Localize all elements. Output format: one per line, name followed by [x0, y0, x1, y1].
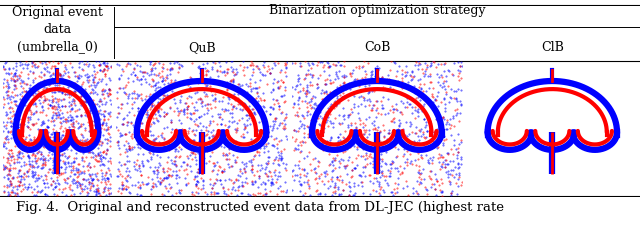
Text: CoB: CoB	[364, 41, 390, 54]
Text: Original event
data
(umbrella_0): Original event data (umbrella_0)	[12, 6, 102, 53]
Text: QuB: QuB	[188, 41, 216, 54]
Text: Binarization optimization strategy: Binarization optimization strategy	[269, 4, 485, 17]
Text: ClB: ClB	[541, 41, 564, 54]
Text: Fig. 4.  Original and reconstructed event data from DL-JEC (highest rate: Fig. 4. Original and reconstructed event…	[16, 201, 504, 214]
